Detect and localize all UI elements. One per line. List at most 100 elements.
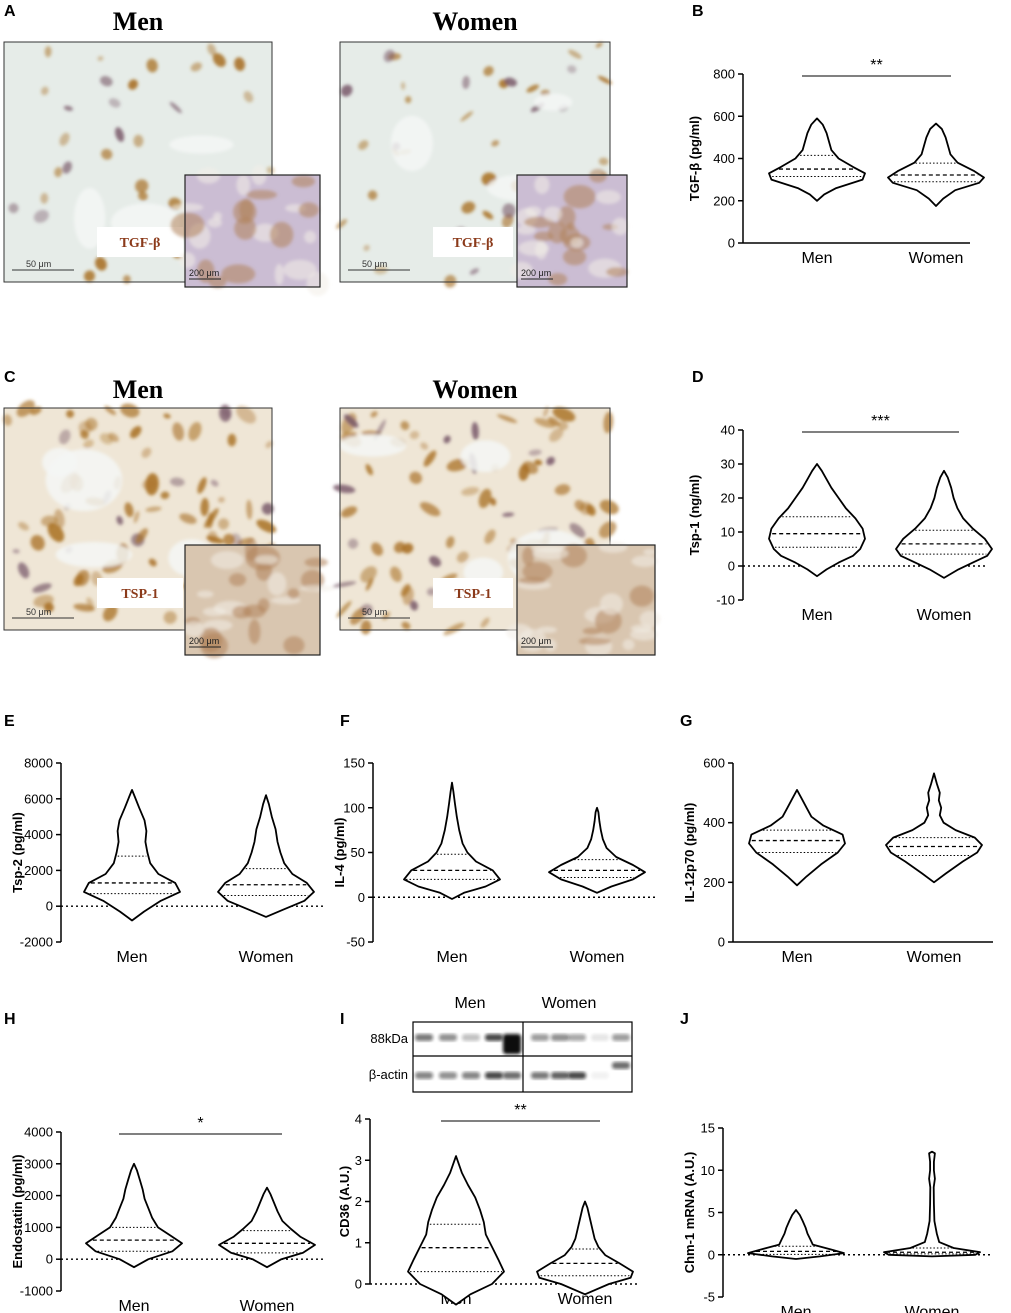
violin-body	[747, 1209, 845, 1260]
cell	[120, 403, 140, 418]
y-tick-label: 15	[701, 1121, 715, 1136]
cell	[579, 501, 593, 515]
cell	[522, 461, 539, 474]
cell	[2, 414, 12, 426]
inset-blob	[594, 608, 622, 634]
violin-body	[536, 1200, 634, 1296]
cell	[528, 449, 542, 456]
cell	[62, 161, 72, 174]
blot-band	[462, 1034, 480, 1041]
inset-blob	[548, 273, 568, 286]
y-axis-label: IL-12p70 (pg/ml)	[682, 803, 697, 903]
cell	[482, 210, 494, 220]
cell	[210, 479, 219, 487]
y-tick-label: -10	[716, 593, 735, 608]
violin-body	[887, 122, 985, 207]
cell	[484, 529, 496, 544]
inset-scale-label: 200 μm	[521, 268, 551, 278]
y-tick-label: 0	[718, 935, 725, 950]
inset-blob	[570, 237, 584, 249]
cell	[133, 134, 144, 148]
inset-blob	[274, 263, 284, 286]
inset-blob	[306, 271, 330, 297]
chart-g: G 0 200 400 600 IL-12p70 (pg/ml) Men Women	[680, 713, 993, 966]
inset-blob	[239, 198, 254, 221]
inset-image: 200 μm	[510, 168, 629, 288]
cell	[163, 611, 177, 624]
cell	[124, 502, 134, 518]
inset-blob	[269, 221, 294, 248]
y-tick-label: 1000	[24, 1220, 53, 1235]
blot-band	[503, 1072, 521, 1079]
cell	[40, 515, 58, 527]
x-tick-label: Men	[781, 949, 812, 966]
panel-letter: D	[692, 369, 704, 386]
cell	[444, 274, 457, 288]
y-tick-label: 800	[713, 67, 735, 82]
cell	[188, 421, 202, 441]
inset-blob	[566, 222, 576, 230]
y-tick-label: 150	[343, 756, 365, 771]
violin-body	[883, 1150, 981, 1258]
x-tick-label: Women	[570, 949, 625, 966]
cell	[256, 519, 277, 533]
inset-blob	[522, 546, 534, 566]
image-border	[3, 407, 273, 631]
violin-body	[403, 781, 501, 900]
cell	[460, 111, 474, 122]
blot-band	[551, 1072, 569, 1079]
inset-blob	[629, 585, 655, 607]
group-title: Men	[113, 375, 164, 404]
violin-body	[748, 789, 846, 887]
cell	[8, 203, 19, 214]
cell	[222, 533, 235, 546]
x-tick-label: Women	[905, 1304, 960, 1313]
blot-band	[568, 1034, 586, 1041]
panel-letter: B	[692, 3, 704, 20]
y-tick-label: 4000	[24, 827, 53, 842]
cell	[502, 512, 515, 517]
stain-label-box	[97, 578, 183, 608]
panel-letter: E	[4, 713, 15, 730]
vacuole	[390, 115, 433, 172]
inset-blob	[170, 212, 205, 238]
inset-blob	[560, 544, 587, 568]
cell	[370, 411, 378, 418]
blot-group-label: Men	[454, 995, 485, 1012]
chart-f: F -50 0 50 100 150 IL-4 (pg/ml) Men Women	[332, 713, 657, 966]
inset-blob	[184, 621, 205, 637]
cell	[402, 586, 414, 606]
cell	[133, 510, 140, 524]
inset-blob	[197, 259, 215, 283]
y-tick-label: -5	[703, 1290, 715, 1305]
cell	[135, 528, 148, 544]
cell	[234, 57, 246, 71]
cell	[480, 617, 490, 628]
cell	[108, 98, 121, 108]
cell	[179, 513, 197, 524]
inset-blob	[535, 240, 548, 260]
cell	[445, 536, 455, 549]
y-tick-label: -50	[346, 935, 365, 950]
cell	[207, 43, 217, 56]
vacuole	[45, 449, 123, 512]
inset-blob	[562, 248, 587, 266]
cell	[462, 75, 470, 90]
cell	[419, 502, 441, 517]
violin-men	[747, 1209, 845, 1260]
inset-blob	[178, 252, 196, 269]
image-border	[339, 407, 611, 631]
cell	[552, 407, 576, 422]
inset-border	[516, 544, 656, 656]
cell	[17, 562, 30, 579]
vacuole	[55, 541, 133, 568]
cell	[41, 86, 49, 96]
y-tick-label: 3	[355, 1153, 362, 1168]
cell	[212, 53, 226, 67]
stain-label-box	[433, 578, 513, 608]
inset-texture	[184, 538, 335, 659]
blot-band	[439, 1072, 457, 1079]
panel-letter: J	[680, 1011, 689, 1028]
cell	[243, 91, 254, 103]
cell	[469, 268, 480, 275]
